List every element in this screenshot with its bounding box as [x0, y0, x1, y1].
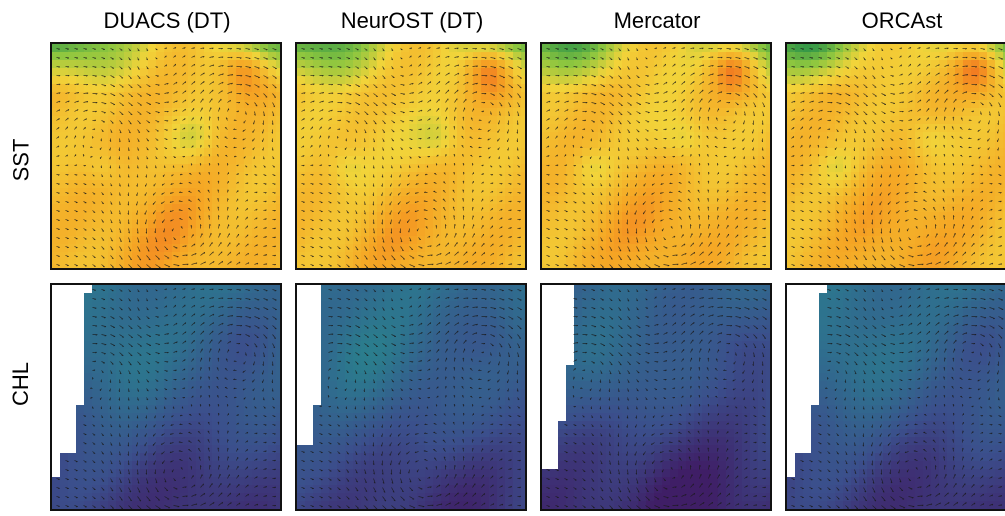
- panel-chl-mercator: [540, 283, 772, 511]
- column-title-orcast: ORCAst: [861, 8, 943, 33]
- panel-sst-orcast: [785, 42, 1005, 270]
- column-title-mercator: Mercator: [613, 8, 701, 33]
- row-label-chl: CHL: [8, 361, 34, 407]
- field-map: [542, 44, 770, 268]
- field-map: [52, 44, 280, 268]
- panel-sst-duacs: [50, 42, 282, 270]
- row-label-sst: SST: [8, 138, 34, 182]
- panel-chl-duacs: [50, 283, 282, 511]
- column-title-duacs: DUACS (DT): [103, 8, 231, 33]
- field-map: [52, 285, 280, 509]
- field-map: [787, 44, 1005, 268]
- panel-sst-mercator: [540, 42, 772, 270]
- field-map: [297, 44, 525, 268]
- panel-chl-orcast: [785, 283, 1005, 511]
- field-map: [787, 285, 1005, 509]
- panel-sst-neurost: [295, 42, 527, 270]
- column-title-neurost: NeurOST (DT): [340, 8, 484, 33]
- field-map: [297, 285, 525, 509]
- panel-chl-neurost: [295, 283, 527, 511]
- field-map: [542, 285, 770, 509]
